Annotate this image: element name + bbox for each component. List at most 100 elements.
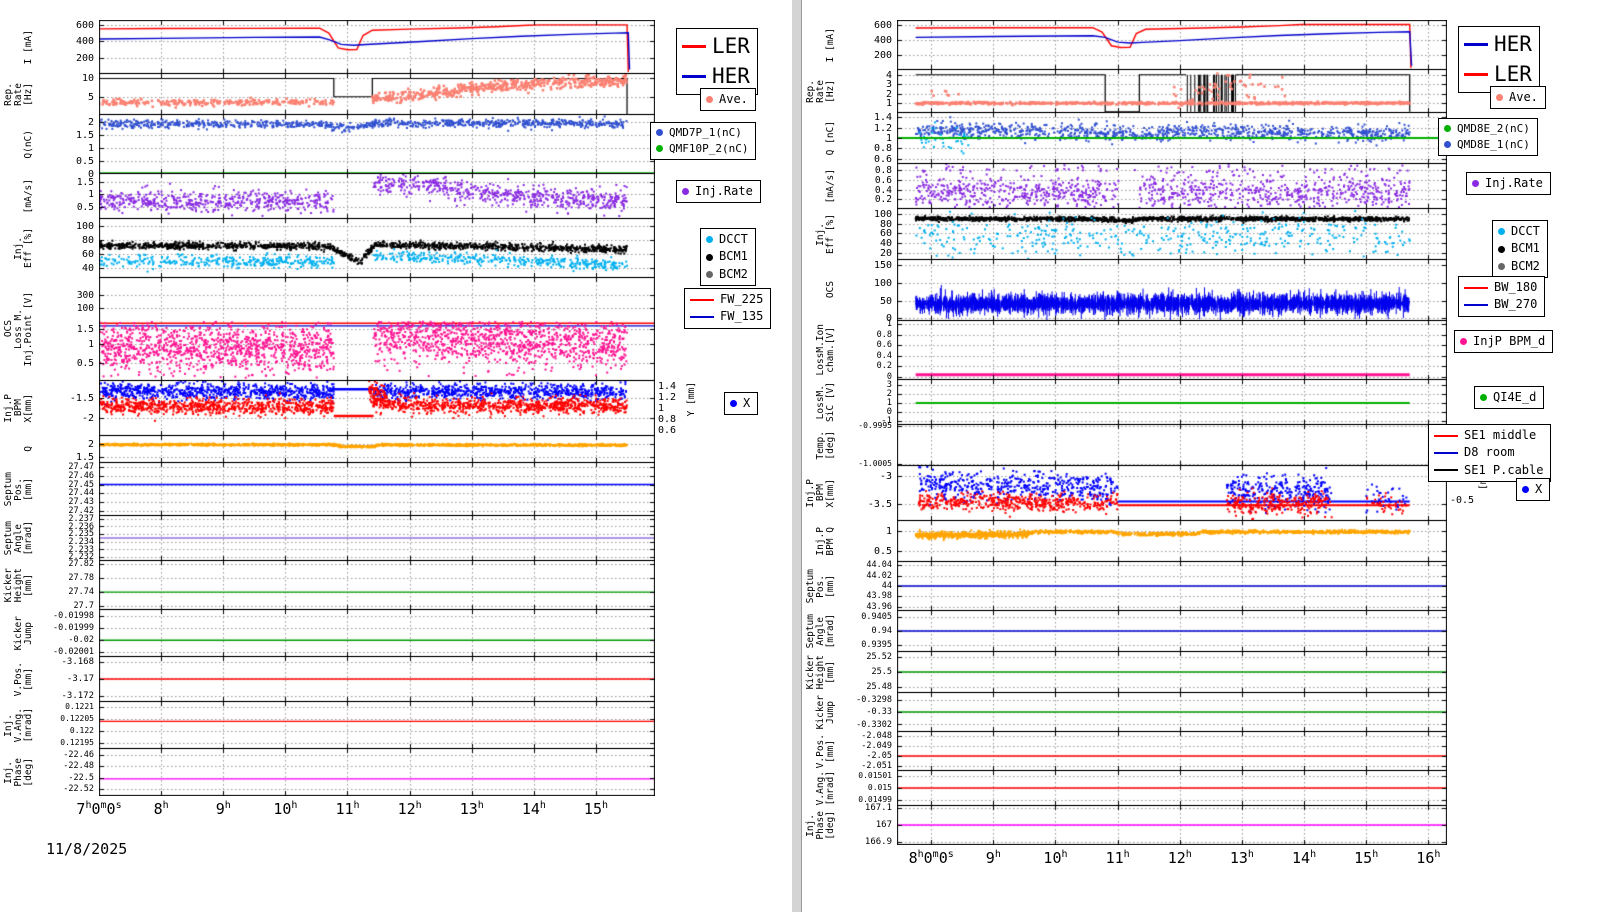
plot-canvas xyxy=(99,73,655,115)
y-tick-label: 2.233 xyxy=(68,544,94,555)
y-tick-label: 1 xyxy=(88,338,94,350)
y-tick-label: 27.44 xyxy=(68,488,94,499)
y-axis-label: V.Pos. [mm] xyxy=(815,733,836,769)
legend-item: QMD8E_1(nC) xyxy=(1444,137,1530,153)
subplot-row-rep-rate: Rep. Rate [Hz] 4 3 2 1 xyxy=(802,69,1606,113)
y-tick-label: 150 xyxy=(873,260,892,272)
y-tick-label: 2 xyxy=(87,438,94,450)
y-tick-label: 0.6 xyxy=(874,174,892,186)
y-tick-label: -0.9995 xyxy=(858,420,892,430)
dot-marker xyxy=(730,400,737,408)
y-tick-label: 25.5 xyxy=(871,667,892,677)
y-axis-label: LossM. SiC [V] xyxy=(815,381,836,423)
dot-marker xyxy=(1444,141,1451,149)
y-tick-label: 27.42 xyxy=(68,506,94,517)
x-tick-label: 14h xyxy=(521,800,546,818)
y-tick-label: 3 xyxy=(886,379,892,390)
subplot-row-inj-eff: Inj. Eff [%] 100 80 60 40 20 xyxy=(802,208,1606,260)
y-tick-label: 27.74 xyxy=(68,587,94,598)
y-tick-label: 0.9405 xyxy=(861,611,892,622)
y-axis-label: I [mA] xyxy=(23,29,34,65)
line-marker xyxy=(690,298,714,301)
plot-canvas xyxy=(99,748,655,796)
legend-box: Inj.Rate xyxy=(1466,172,1551,196)
subplot-row-lossm-sic: LossM. SiC [V] 3 2 1 0 -1 xyxy=(802,379,1606,426)
y-tick-label: 1.4 xyxy=(873,112,892,124)
y-tick-label: 0.5 xyxy=(873,545,892,557)
line-marker xyxy=(1434,469,1458,472)
y-tick-label: 43.98 xyxy=(866,591,892,602)
subplot-row-v-pos: V.Pos. [mm] -2.048 -2.049 -2.05 -2.051 xyxy=(802,731,1606,771)
subplot-row-inj-eff: Inj. Eff [%] 100 80 60 40 xyxy=(0,218,792,278)
y-tick-label: 43.96 xyxy=(866,601,892,612)
legend-label: QMD8E_2(nC) xyxy=(1457,122,1530,135)
y-tick-label: 2.234 xyxy=(68,536,94,547)
y-tick-label: 100 xyxy=(873,208,892,220)
y-tick-label: -1.5 xyxy=(69,393,94,404)
y-axis-label: Inj.P BPM X[mm] xyxy=(805,478,836,508)
plot-canvas xyxy=(99,218,655,278)
y-tick-label: 27.78 xyxy=(68,572,94,583)
legend-label: BCM2 xyxy=(1511,258,1540,273)
legend-item: X xyxy=(730,395,750,412)
legend-box: QMD8E_2(nC) QMD8E_1(nC) xyxy=(1438,118,1538,156)
subplot-row-kicker-height: Kicker Height [mm] 25.52 25.5 25.48 xyxy=(802,651,1606,693)
y-tick-label: 166.9 xyxy=(864,837,892,848)
y-tick-label: 20 xyxy=(879,247,892,259)
legend-item: BW_180 xyxy=(1464,279,1537,296)
subplot-row-v-ang: Inj. V.Ang. [mrad] 0.1221 0.12205 0.122 0.1219… xyxy=(0,701,792,749)
y-tick-label: -0.3298 xyxy=(856,694,892,705)
y-tick-label: -3.5 xyxy=(867,499,892,511)
line-marker xyxy=(1464,304,1488,307)
right-tick-label: 0.8 xyxy=(658,414,677,426)
x-tick-label: 15h xyxy=(583,800,609,818)
y-tick-label: 0.015 xyxy=(867,783,892,792)
y-tick-label: 2 xyxy=(885,88,892,100)
right-tick-label: 0.6 xyxy=(658,425,677,437)
legend-label: QMF10P_2(nC) xyxy=(669,141,749,155)
y-tick-label: 0.122 xyxy=(69,726,94,735)
plot-canvas xyxy=(897,259,1447,321)
y-tick-label: 167 xyxy=(875,820,892,830)
y-tick-label: 40 xyxy=(81,262,94,274)
right-chart-panel: I [mA] 600 400 200 Rep. Rate [Hz] 4 3 2 1 Q [nC] 1.4… xyxy=(801,0,1606,912)
plot-canvas xyxy=(99,560,655,610)
legend-box: SE1 middle D8 room SE1 P.cable xyxy=(1428,424,1552,483)
plot-canvas xyxy=(897,520,1447,562)
subplot-row-v-ang: V.Ang. [mrad] 0.01501 0.015 0.01499 xyxy=(802,770,1606,806)
y-tick-label: 27.46 xyxy=(68,470,94,481)
x-tick-label: 9h xyxy=(215,800,231,818)
legend-item: BW_270 xyxy=(1464,296,1537,313)
y-tick-label: 1 xyxy=(885,526,892,538)
right-tick-label: 1 xyxy=(658,403,665,414)
y-tick-label: 1 xyxy=(886,319,892,330)
legend-box: Ave. xyxy=(1490,86,1546,110)
legend-label: LER xyxy=(1494,62,1532,87)
y-axis-label: LossM.Ion cham.[V] xyxy=(815,324,836,376)
y-axis-label: Septum Pos. [mm] xyxy=(805,568,836,604)
subplot-row-inj-phase: Inj. Phase [deg] 167.1 167 166.9 xyxy=(802,802,1606,848)
plot-canvas xyxy=(897,465,1447,521)
legend-label: HER xyxy=(1494,32,1532,56)
legend-item: SE1 P.cable xyxy=(1434,462,1543,479)
y-tick-label: -0.3302 xyxy=(856,719,892,730)
legend-box: X xyxy=(724,392,759,416)
y-tick-label: 27.43 xyxy=(68,497,94,508)
y-tick-label: 0.4 xyxy=(874,184,892,196)
y-tick-label: 0.01499 xyxy=(858,795,892,804)
y-tick-label: 44.02 xyxy=(866,570,892,581)
y-tick-label: 1.5 xyxy=(76,176,94,188)
y-tick-label: 100 xyxy=(873,277,892,289)
dot-marker xyxy=(1498,228,1505,236)
legend-item: BCM1 xyxy=(1498,240,1540,257)
y-axis-label: Inj. Phase [deg] xyxy=(3,757,34,787)
y-tick-label: 0 xyxy=(886,407,892,418)
y-tick-label: 10 xyxy=(81,73,94,85)
y-tick-label: -22.48 xyxy=(63,761,94,772)
y-axis-label: Q(nC) xyxy=(23,129,34,159)
subplot-row-injp-bpm-q: Inj.P BPM Q 1 0.5 xyxy=(802,520,1606,562)
y-tick-label: 0.1221 xyxy=(65,701,94,711)
subplot-row-beam-current: I [mA] 600 400 200 xyxy=(0,20,792,74)
y-tick-label: 167.1 xyxy=(864,802,892,813)
x-tick-label: 7h0m0s xyxy=(76,800,122,818)
